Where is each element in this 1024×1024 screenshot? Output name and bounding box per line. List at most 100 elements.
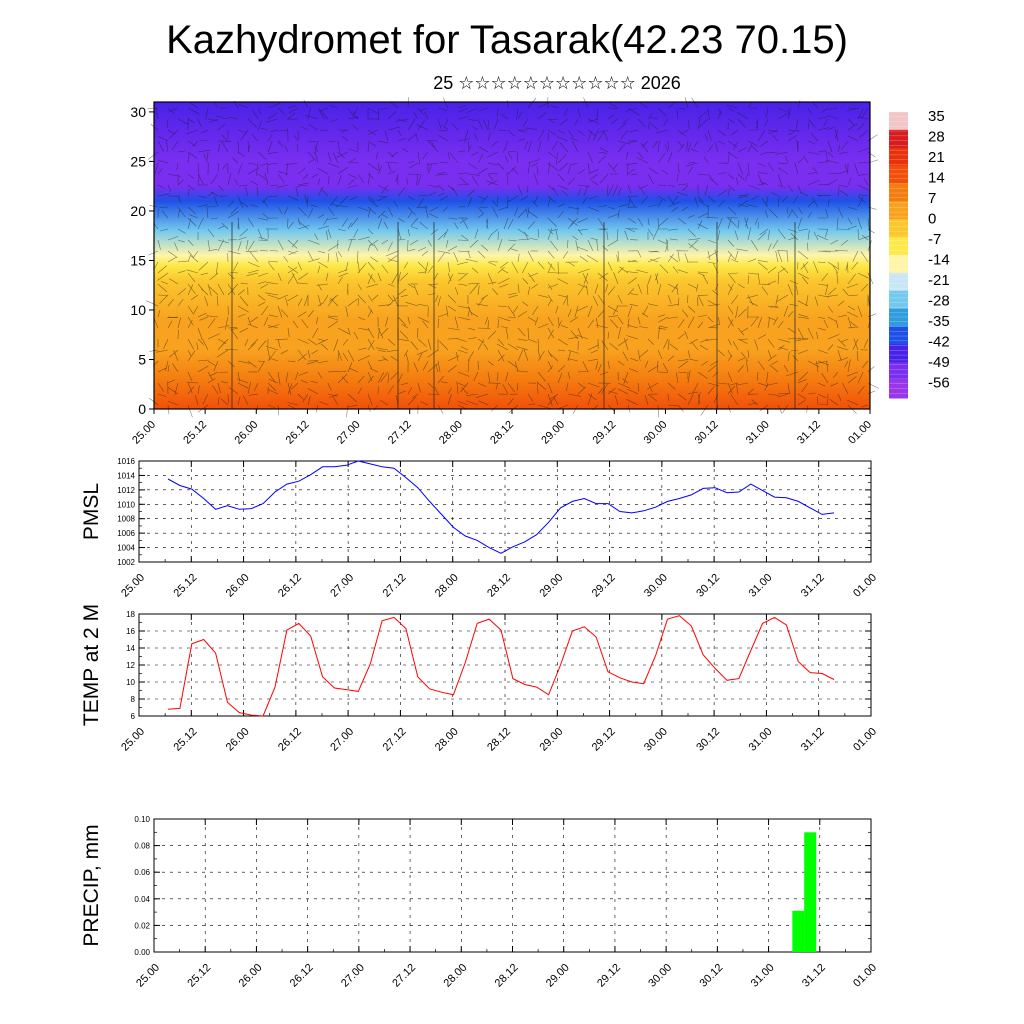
x-tick-label: 01.00 bbox=[851, 962, 879, 990]
colorbar-label: 0 bbox=[928, 211, 936, 228]
y-tick-label: 15 bbox=[130, 252, 146, 268]
wind-barbs bbox=[146, 97, 879, 418]
x-tick-label: 29.12 bbox=[595, 962, 623, 990]
x-tick-label: 26.12 bbox=[284, 419, 312, 447]
colorbar-label: -14 bbox=[928, 252, 950, 269]
x-tick-label: 30.12 bbox=[694, 572, 722, 600]
x-tick-label: 01.00 bbox=[851, 572, 879, 600]
heatmap-field bbox=[154, 102, 870, 409]
y-tick-label: 0.08 bbox=[134, 842, 150, 851]
y-tick-label: 1004 bbox=[117, 544, 135, 553]
y-tick-label: 20 bbox=[130, 203, 146, 219]
colorbar-swatch bbox=[889, 183, 908, 202]
x-tick-label: 31.12 bbox=[799, 572, 827, 600]
x-tick-label: 25.12 bbox=[185, 962, 213, 990]
y-tick-label: 6 bbox=[131, 712, 136, 721]
colorbar-label: -7 bbox=[928, 231, 941, 248]
y-tick-label: 0.04 bbox=[134, 895, 150, 904]
y-axis-label: TEMP at 2 M bbox=[80, 604, 103, 726]
x-tick-label: 26.00 bbox=[237, 962, 265, 990]
y-tick-label: 1010 bbox=[117, 500, 135, 509]
y-tick-label: 8 bbox=[131, 695, 136, 704]
colorbar-swatch bbox=[889, 165, 908, 184]
colorbar-label: 7 bbox=[928, 190, 936, 207]
colorbar-label: 14 bbox=[928, 170, 945, 187]
y-tick-label: 10 bbox=[126, 678, 135, 687]
x-tick-label: 27.00 bbox=[328, 572, 356, 600]
colorbar-swatch bbox=[889, 272, 908, 292]
x-tick-label: 27.12 bbox=[390, 962, 418, 990]
x-tick-label: 25.00 bbox=[119, 726, 147, 754]
x-tick-label: 29.00 bbox=[537, 572, 565, 600]
panel-pmsl: 1002 1004 1006 1008 1010 1012 1014 1016 25.00 25.… bbox=[80, 457, 879, 600]
plot-frame bbox=[138, 460, 872, 563]
x-tick-label: 25.00 bbox=[130, 419, 158, 447]
x-tick-label: 29.00 bbox=[544, 962, 572, 990]
x-tick-label: 01.00 bbox=[851, 726, 879, 754]
x-tick-label: 26.12 bbox=[288, 962, 316, 990]
y-tick-label: 0.00 bbox=[134, 948, 150, 957]
y-tick-label: 16 bbox=[126, 627, 135, 636]
x-tick-label: 28.00 bbox=[433, 572, 461, 600]
x-tick-label: 28.00 bbox=[437, 419, 465, 447]
colorbar-label: -56 bbox=[928, 375, 950, 392]
x-tick-label: 30.12 bbox=[693, 419, 721, 447]
panel-vertical-profile: 0 5 10 15 20 25 30 25.00 25.12 26.00 26.12 27.00 27.… bbox=[130, 97, 879, 447]
x-tick-label: 29.12 bbox=[590, 419, 618, 447]
colorbar-swatch bbox=[889, 326, 908, 345]
colorbar-label: -49 bbox=[928, 354, 950, 371]
precip-bar bbox=[804, 832, 817, 952]
colorbar-label: -21 bbox=[928, 272, 950, 289]
y-tick-label: 1006 bbox=[117, 529, 135, 538]
page-title: Kazhydromet for Tasarak(42.23 70.15) bbox=[166, 18, 848, 62]
colorbar-swatch bbox=[889, 201, 908, 220]
pmsl-series-line bbox=[167, 460, 835, 554]
colorbar-swatch bbox=[889, 129, 908, 149]
colorbar-swatch bbox=[889, 255, 908, 274]
y-tick-label: 10 bbox=[130, 302, 146, 318]
y-tick-label: 1012 bbox=[117, 486, 135, 495]
x-tick-label: 31.12 bbox=[799, 726, 827, 754]
colorbar-swatch bbox=[889, 344, 908, 363]
y-tick-label: 14 bbox=[126, 644, 135, 653]
colorbar-label: 35 bbox=[928, 108, 945, 125]
x-tick-label: 27.00 bbox=[335, 419, 363, 447]
plot-frame bbox=[153, 818, 872, 953]
panel-temp2m: 6 8 10 12 14 16 18 25.00 25.12 26.00 26.12 27.00 27.… bbox=[80, 604, 879, 754]
x-tick-label: 25.00 bbox=[119, 572, 147, 600]
x-tick-label: 31.00 bbox=[744, 419, 772, 447]
y-tick-label: 0.10 bbox=[134, 815, 150, 824]
colorbar-label: -42 bbox=[928, 334, 950, 351]
colorbar-label: 28 bbox=[928, 129, 945, 146]
x-tick-label: 31.12 bbox=[800, 962, 828, 990]
x-tick-label: 26.00 bbox=[232, 419, 260, 447]
x-tick-label: 30.12 bbox=[694, 726, 722, 754]
x-tick-label: 31.00 bbox=[749, 962, 777, 990]
y-tick-label: 18 bbox=[126, 610, 135, 619]
colorbar-swatch bbox=[889, 237, 908, 256]
x-tick-label: 27.12 bbox=[381, 726, 409, 754]
page-subtitle: 25 ☆☆☆☆☆☆☆☆☆☆☆ 2026 bbox=[433, 73, 681, 93]
plot-frame bbox=[138, 613, 872, 717]
x-tick-label: 31.12 bbox=[795, 419, 823, 447]
x-tick-label: 26.12 bbox=[276, 572, 304, 600]
colorbar-label: -28 bbox=[928, 293, 950, 310]
y-tick-label: 0.02 bbox=[134, 921, 150, 930]
y-tick-label: 12 bbox=[126, 661, 135, 670]
x-tick-label: 30.00 bbox=[646, 962, 674, 990]
colorbar: 35 28 21 14 7 0 -7 -14 -21 -28 -35 -42 -49 -56 bbox=[889, 108, 950, 399]
colorbar-swatch bbox=[889, 380, 908, 399]
colorbar-swatch bbox=[889, 290, 908, 310]
x-tick-label: 25.12 bbox=[181, 419, 209, 447]
x-tick-label: 29.00 bbox=[539, 419, 567, 447]
x-tick-label: 26.12 bbox=[276, 726, 304, 754]
x-tick-label: 30.00 bbox=[642, 726, 670, 754]
x-tick-label: 30.12 bbox=[698, 962, 726, 990]
x-tick-label: 28.12 bbox=[485, 726, 513, 754]
x-tick-label: 31.00 bbox=[747, 572, 775, 600]
y-tick-label: 25 bbox=[130, 153, 146, 169]
x-tick-label: 29.12 bbox=[590, 572, 618, 600]
colorbar-swatch bbox=[889, 112, 908, 131]
x-tick-label: 30.00 bbox=[642, 419, 670, 447]
